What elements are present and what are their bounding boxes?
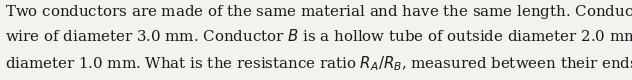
Text: diameter 1.0 mm. What is the resistance ratio $R_A/R_B$, measured between their : diameter 1.0 mm. What is the resistance … — [5, 54, 632, 73]
Text: wire of diameter 3.0 mm. Conductor $\mathit{B}$ is a hollow tube of outside diam: wire of diameter 3.0 mm. Conductor $\mat… — [5, 28, 632, 44]
Text: Two conductors are made of the same material and have the same length. Conductor: Two conductors are made of the same mate… — [5, 2, 632, 21]
